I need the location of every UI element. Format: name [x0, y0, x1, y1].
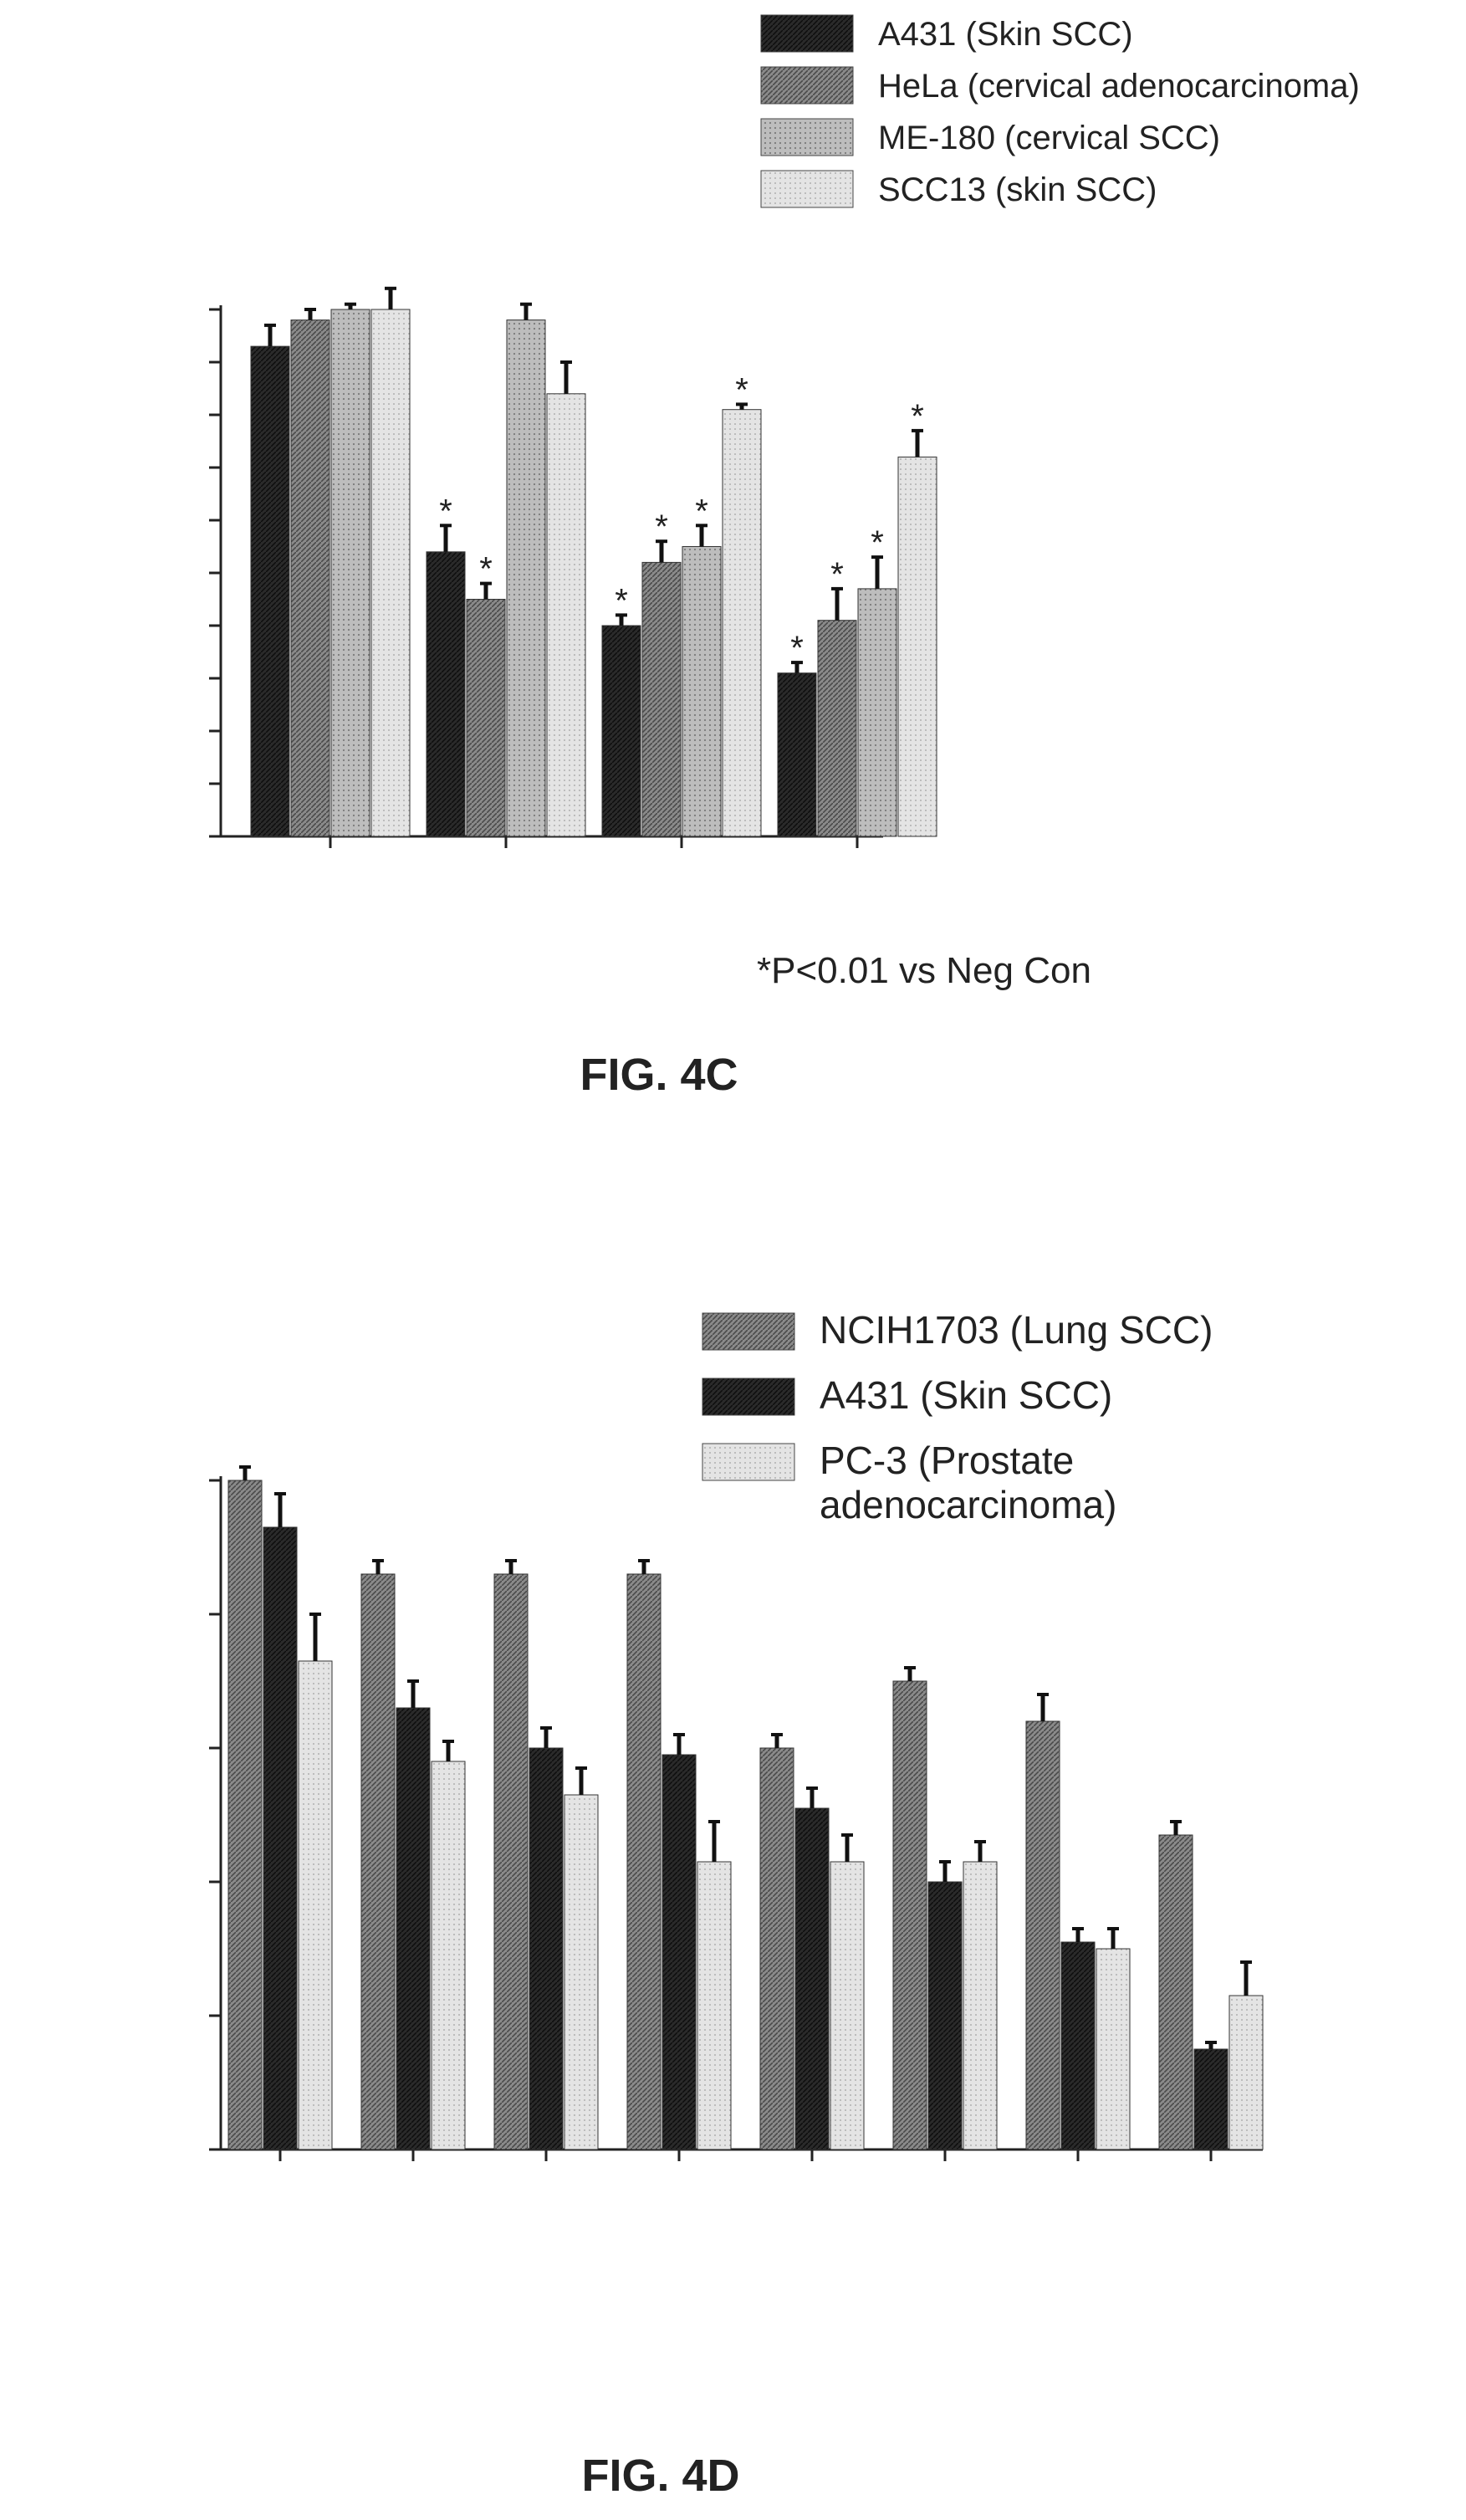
bar — [466, 599, 506, 837]
legend-swatch — [760, 170, 854, 208]
bar — [330, 309, 370, 837]
figure-caption-4c: FIG. 4C — [580, 1050, 738, 1100]
bar — [817, 620, 857, 837]
bar — [661, 1754, 697, 2150]
bar — [759, 1747, 794, 2150]
legend-label: SCC13 (skin SCC) — [878, 171, 1157, 208]
bar — [396, 1707, 431, 2150]
chart-fig-4c: * * * * * * * * * * A431 (Skin SCC) HeLa (cervical … — [209, 14, 1360, 848]
legend-swatch — [702, 1312, 795, 1351]
legend-swatch — [760, 118, 854, 156]
legend-swatch — [702, 1443, 795, 1481]
bar — [1193, 2048, 1228, 2150]
bar — [897, 456, 937, 837]
significance-star: * — [871, 524, 884, 561]
bar — [1158, 1834, 1193, 2150]
figure-caption-4d: FIG. 4D — [581, 2451, 739, 2501]
bar — [298, 1660, 333, 2150]
legend-label: NCIH1703 (Lung SCC) — [820, 1308, 1213, 1352]
bar — [830, 1861, 865, 2150]
legend-swatch — [702, 1378, 795, 1416]
legend-label: A431 (Skin SCC) — [820, 1373, 1112, 1417]
significance-note: *P<0.01 vs Neg Con — [757, 950, 1091, 991]
legend-label: PC-3 (Prostate adenocarcinoma) — [820, 1439, 1116, 1526]
significance-star: * — [911, 398, 924, 435]
significance-star: * — [735, 371, 748, 408]
bar — [546, 393, 586, 837]
bar — [857, 588, 897, 837]
bar — [682, 546, 722, 837]
legend-label: HeLa (cervical adenocarcinoma) — [878, 68, 1360, 105]
bar — [927, 1881, 963, 2150]
bar — [360, 1573, 396, 2150]
bar — [564, 1794, 599, 2150]
bar — [601, 625, 641, 837]
bar — [722, 409, 762, 837]
bar — [426, 551, 466, 837]
bar — [370, 309, 411, 837]
bar — [1060, 1941, 1096, 2150]
bar — [431, 1761, 466, 2150]
bar — [1025, 1720, 1060, 2150]
bar — [493, 1573, 529, 2150]
bar — [506, 319, 546, 837]
bar — [777, 672, 817, 837]
bar — [529, 1747, 564, 2150]
bar — [626, 1573, 661, 2150]
legend-swatch — [760, 14, 854, 53]
bar — [892, 1680, 927, 2150]
bar — [697, 1861, 732, 2150]
bar — [290, 319, 330, 837]
bar — [250, 345, 290, 837]
bar — [227, 1480, 263, 2150]
bar — [963, 1861, 998, 2150]
significance-star: * — [439, 493, 452, 529]
legend-label: A431 (Skin SCC) — [878, 16, 1133, 53]
significance-star: * — [830, 556, 844, 593]
bar — [263, 1526, 298, 2150]
legend-label: ME-180 (cervical SCC) — [878, 120, 1220, 156]
bar — [1096, 1948, 1131, 2150]
chart-fig-4d: NCIH1703 (Lung SCC) A431 (Skin SCC) PC-3 (… — [209, 1308, 1264, 2161]
bar — [641, 561, 682, 837]
significance-star: * — [479, 551, 493, 588]
legend-swatch — [760, 66, 854, 105]
significance-star: * — [615, 582, 628, 619]
significance-star: * — [790, 630, 804, 667]
bar — [1228, 1995, 1264, 2150]
significance-star: * — [655, 509, 668, 545]
significance-star: * — [695, 493, 708, 529]
bar — [794, 1807, 830, 2150]
